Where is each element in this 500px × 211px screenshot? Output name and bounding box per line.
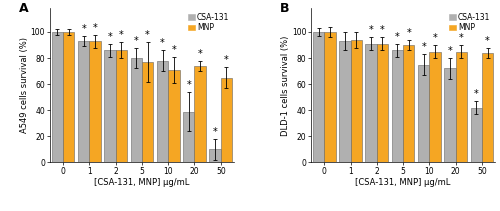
Bar — [210, 149, 220, 162]
Bar — [324, 32, 336, 162]
Bar — [63, 32, 74, 162]
Text: *: * — [172, 45, 176, 55]
Text: *: * — [448, 46, 452, 56]
Text: *: * — [186, 80, 191, 90]
Bar — [90, 41, 101, 162]
Bar — [104, 50, 116, 162]
Y-axis label: A549 cells survival (%): A549 cells survival (%) — [20, 38, 29, 133]
Text: B: B — [280, 2, 289, 15]
Text: *: * — [160, 38, 165, 48]
Bar — [194, 66, 206, 162]
Text: *: * — [119, 30, 124, 41]
Bar — [444, 69, 456, 162]
Bar — [78, 41, 90, 162]
Bar — [350, 40, 362, 162]
Y-axis label: DLD-1 cells survival (%): DLD-1 cells survival (%) — [282, 35, 290, 136]
Text: *: * — [406, 28, 411, 38]
Bar — [339, 41, 350, 162]
Text: *: * — [422, 42, 426, 52]
Legend: CSA-131, MNP: CSA-131, MNP — [448, 12, 491, 33]
Legend: CSA-131, MNP: CSA-131, MNP — [187, 12, 230, 33]
Text: *: * — [134, 36, 138, 46]
Text: *: * — [432, 33, 438, 43]
Bar — [220, 78, 232, 162]
Text: *: * — [212, 127, 218, 137]
Bar — [403, 45, 414, 162]
Bar — [130, 58, 142, 162]
Bar — [313, 32, 324, 162]
Bar — [366, 44, 377, 162]
Text: *: * — [474, 89, 478, 99]
Bar — [52, 32, 63, 162]
Text: *: * — [485, 36, 490, 46]
Bar — [116, 50, 127, 162]
Bar — [482, 53, 493, 162]
Bar — [183, 112, 194, 162]
Bar — [456, 51, 467, 162]
Text: *: * — [82, 24, 86, 34]
Text: *: * — [395, 32, 400, 42]
Text: *: * — [224, 55, 229, 65]
Text: A: A — [18, 2, 28, 15]
Bar — [470, 108, 482, 162]
Text: *: * — [369, 25, 374, 35]
Bar — [142, 62, 154, 162]
Bar — [392, 50, 403, 162]
Text: *: * — [92, 23, 98, 32]
Bar — [430, 51, 440, 162]
Text: *: * — [380, 25, 385, 35]
X-axis label: [CSA-131, MNP] µg/mL: [CSA-131, MNP] µg/mL — [356, 178, 450, 187]
Text: *: * — [108, 32, 112, 42]
Bar — [418, 65, 430, 162]
Text: *: * — [198, 49, 202, 59]
Bar — [168, 70, 179, 162]
X-axis label: [CSA-131, MNP] µg/mL: [CSA-131, MNP] µg/mL — [94, 178, 190, 187]
Text: *: * — [459, 33, 464, 43]
Bar — [157, 61, 168, 162]
Text: *: * — [145, 30, 150, 41]
Bar — [377, 44, 388, 162]
